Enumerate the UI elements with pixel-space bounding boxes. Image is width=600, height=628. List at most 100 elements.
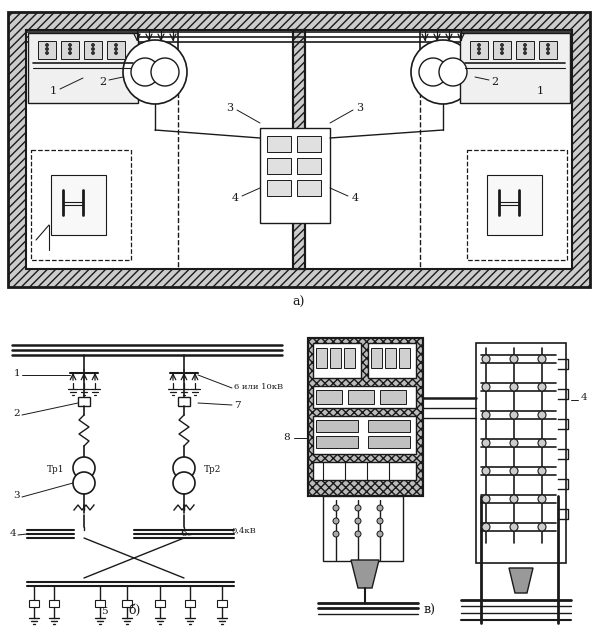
Circle shape [538,523,546,531]
Circle shape [411,40,475,104]
Circle shape [419,58,447,86]
Bar [38,41,56,59]
Bar [467,150,567,260]
Bar [316,436,358,448]
Circle shape [123,40,187,104]
Text: 8: 8 [283,433,290,443]
Bar [539,41,557,59]
Bar [297,180,321,196]
Bar [476,343,566,563]
Text: 7: 7 [234,401,241,409]
Circle shape [482,355,490,363]
Bar [313,462,416,480]
Text: 4: 4 [581,394,587,403]
Bar [217,600,227,607]
Circle shape [538,439,546,447]
Circle shape [523,43,527,46]
Text: б): б) [129,604,141,617]
Bar [8,12,590,287]
Bar [368,343,416,378]
Bar [323,496,403,561]
Bar [470,41,488,59]
Bar [260,128,330,223]
Text: 4: 4 [10,529,16,538]
Circle shape [91,51,95,55]
Circle shape [115,51,118,55]
Bar [29,600,39,607]
Bar [493,41,511,59]
Circle shape [538,495,546,503]
Bar [308,338,423,496]
Bar [399,348,410,368]
Bar [178,397,190,406]
Circle shape [510,383,518,391]
Text: 6: 6 [181,529,187,538]
Bar [107,41,125,59]
Bar [344,348,355,368]
Circle shape [115,48,118,50]
Circle shape [355,505,361,511]
Circle shape [478,48,481,50]
Text: 1: 1 [49,86,56,96]
Circle shape [377,505,383,511]
Circle shape [478,43,481,46]
Text: 3: 3 [356,103,364,113]
Polygon shape [351,560,379,588]
Bar [293,30,305,269]
Bar [487,175,542,235]
Bar [348,390,374,404]
Circle shape [482,467,490,475]
Bar [313,343,361,378]
Polygon shape [509,568,533,593]
Bar [267,180,291,196]
Circle shape [377,518,383,524]
Bar [308,338,423,496]
Circle shape [547,51,550,55]
Circle shape [333,518,339,524]
Bar [313,416,416,454]
Circle shape [46,43,49,46]
Text: 2: 2 [491,77,499,87]
Text: 6 или 10кВ: 6 или 10кВ [234,383,283,391]
Bar [155,600,165,607]
Circle shape [510,355,518,363]
Bar [316,420,358,432]
Circle shape [73,457,95,479]
Text: 1: 1 [536,86,544,96]
Circle shape [478,51,481,55]
Circle shape [46,51,49,55]
Text: 2: 2 [100,77,107,87]
Circle shape [91,48,95,50]
Text: Тр2: Тр2 [204,465,221,475]
Circle shape [547,43,550,46]
Circle shape [115,43,118,46]
Bar [316,390,342,404]
Circle shape [500,48,503,50]
Bar [31,150,131,260]
Bar [385,348,396,368]
Circle shape [333,531,339,537]
Circle shape [91,43,95,46]
Circle shape [510,495,518,503]
Bar [122,600,132,607]
Bar [368,436,410,448]
Bar [185,600,195,607]
Bar [51,175,106,235]
Circle shape [510,439,518,447]
Circle shape [482,383,490,391]
Circle shape [333,505,339,511]
Bar [293,30,305,269]
Circle shape [482,411,490,419]
Bar [460,33,570,103]
Bar [78,397,90,406]
Bar [95,600,105,607]
Circle shape [377,531,383,537]
Circle shape [538,467,546,475]
Bar [380,390,406,404]
Circle shape [73,472,95,494]
Circle shape [547,48,550,50]
Bar [84,41,102,59]
Bar [316,348,327,368]
Bar [330,348,341,368]
Text: а): а) [293,296,305,308]
